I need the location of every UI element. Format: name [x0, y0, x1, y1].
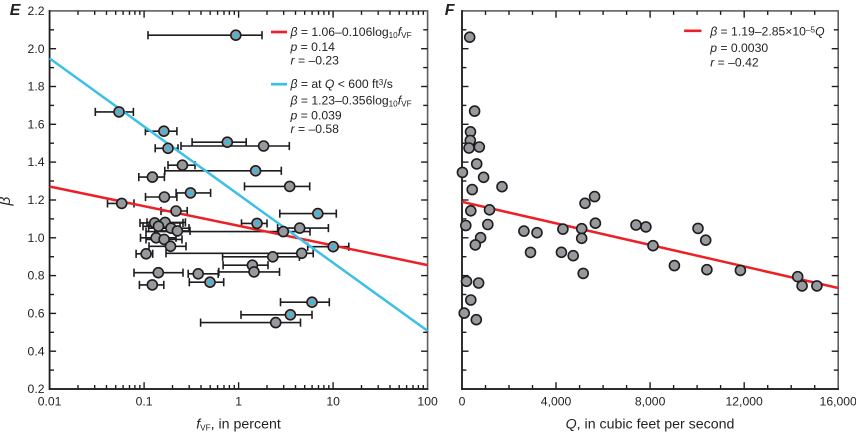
- svg-text:12,000: 12,000: [726, 394, 763, 408]
- svg-text:0.6: 0.6: [28, 306, 45, 320]
- svg-text:β = 1.06–0.106log10fVF: β = 1.06–0.106log10fVF: [290, 25, 412, 40]
- svg-text:0.2: 0.2: [28, 382, 45, 396]
- svg-text:p = 0.0030: p = 0.0030: [709, 41, 768, 55]
- svg-text:2.2: 2.2: [28, 4, 45, 18]
- svg-text:8,000: 8,000: [635, 394, 666, 408]
- svg-text:0.4: 0.4: [28, 344, 45, 358]
- svg-text:r = –0.58: r = –0.58: [291, 122, 340, 136]
- svg-text:0.8: 0.8: [28, 269, 45, 283]
- svg-text:Q, in cubic feet per second: Q, in cubic feet per second: [566, 416, 735, 432]
- svg-text:0.1: 0.1: [136, 394, 153, 408]
- svg-text:10: 10: [326, 394, 340, 408]
- svg-text:16,000: 16,000: [820, 394, 856, 408]
- svg-text:F: F: [445, 2, 456, 19]
- svg-text:β: β: [0, 196, 14, 206]
- svg-text:r = –0.42: r = –0.42: [710, 55, 759, 69]
- svg-text:β = 1.23–0.356log10fVF: β = 1.23–0.356log10fVF: [290, 94, 412, 109]
- svg-text:β = 1.19–2.85×10–5Q: β = 1.19–2.85×10–5Q: [709, 25, 825, 39]
- svg-text:1.2: 1.2: [28, 193, 45, 207]
- svg-text:r = –0.23: r = –0.23: [291, 54, 340, 68]
- svg-text:0: 0: [459, 394, 466, 408]
- svg-text:p = 0.039: p = 0.039: [290, 109, 342, 123]
- svg-text:E: E: [10, 2, 22, 19]
- svg-text:p = 0.14: p = 0.14: [290, 40, 336, 54]
- svg-text:2.0: 2.0: [28, 42, 45, 56]
- svg-text:100: 100: [417, 394, 438, 408]
- svg-text:1.4: 1.4: [28, 155, 45, 169]
- svg-text:fVF, in percent: fVF, in percent: [196, 416, 281, 432]
- svg-text:4,000: 4,000: [541, 394, 572, 408]
- svg-text:0.01: 0.01: [38, 394, 62, 408]
- svg-text:1.8: 1.8: [28, 80, 45, 94]
- svg-text:1.6: 1.6: [28, 117, 45, 131]
- svg-text:1.0: 1.0: [28, 231, 45, 245]
- svg-text:1: 1: [235, 394, 242, 408]
- svg-text:β = at Q < 600 ft3/s: β = at Q < 600 ft3/s: [290, 77, 393, 91]
